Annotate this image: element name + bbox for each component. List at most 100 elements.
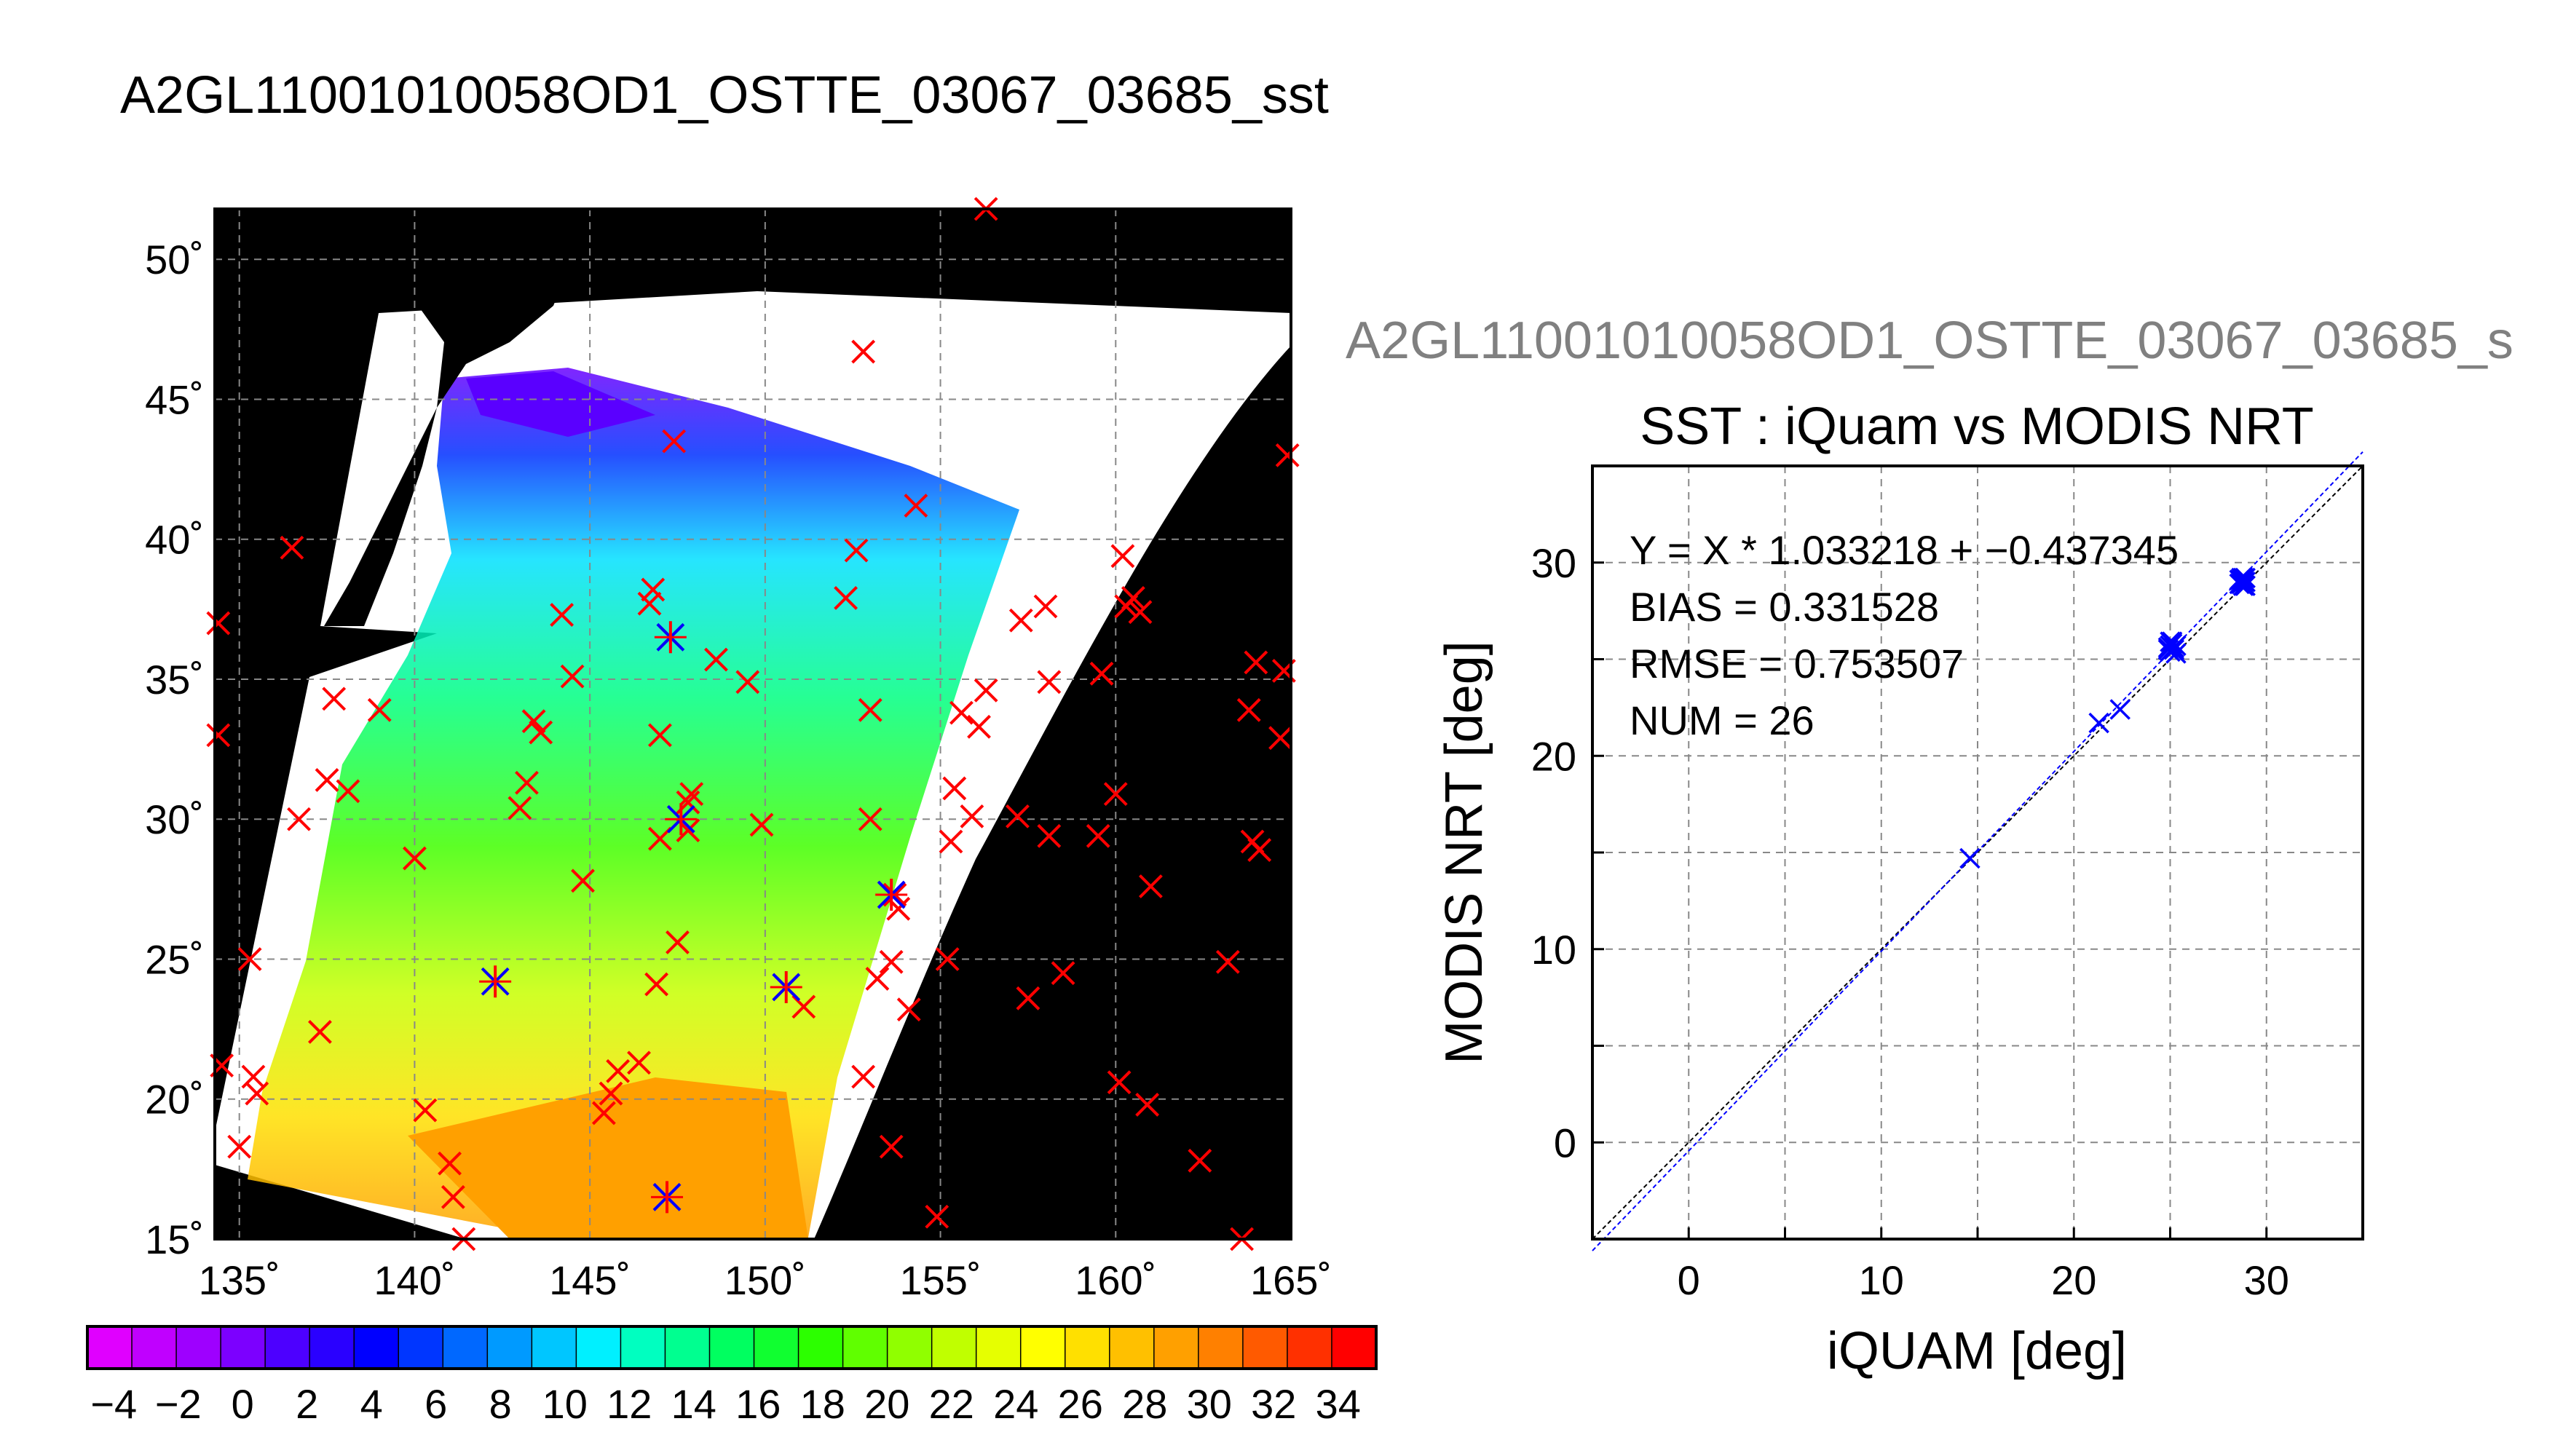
match-point-marker bbox=[974, 678, 998, 703]
match-point-marker bbox=[1135, 1093, 1160, 1117]
stats-annotations: Y = X * 1.033218 + −0.437345 BIAS = 0.331… bbox=[1630, 527, 2179, 743]
match-point-marker bbox=[1268, 726, 1292, 751]
sakhalin-landmass bbox=[510, 211, 583, 306]
match-point-marker bbox=[942, 776, 967, 801]
colorbar-tick-label: −4 bbox=[90, 1381, 137, 1427]
scatter-ticks: 0 0 10 10 20 20 30 30 bbox=[1531, 540, 2289, 1303]
colorbar-cell bbox=[87, 1326, 133, 1369]
colorbar-cell bbox=[887, 1326, 933, 1369]
colorbar-cell bbox=[132, 1326, 177, 1369]
match-point-marker bbox=[735, 670, 760, 695]
match-point-marker bbox=[206, 723, 231, 748]
match-point-marker bbox=[606, 1059, 631, 1083]
match-point-marker bbox=[1107, 1070, 1132, 1095]
match-point-marker bbox=[403, 846, 427, 871]
match-point-marker bbox=[1247, 838, 1272, 862]
colorbar-tick-label: 2 bbox=[296, 1381, 318, 1427]
cold-sst-patch bbox=[466, 371, 655, 437]
colorbar-tick-label: 10 bbox=[542, 1381, 588, 1427]
map-lon-tick-label: 150˚ bbox=[724, 1257, 806, 1303]
match-point-marker bbox=[599, 1081, 623, 1106]
scatter-point bbox=[2109, 699, 2131, 720]
match-point-marker bbox=[1006, 804, 1030, 828]
match-point-marker bbox=[336, 779, 360, 804]
colorbar-cell bbox=[398, 1326, 443, 1369]
scatter-point bbox=[2231, 571, 2252, 593]
match-point-marker bbox=[1110, 544, 1135, 569]
iquam-point-marker bbox=[654, 621, 687, 654]
scatter-x-tick-label: 0 bbox=[1678, 1257, 1700, 1303]
scatter-point bbox=[2232, 567, 2254, 589]
match-point-marker bbox=[1188, 1148, 1212, 1173]
match-point-marker bbox=[1037, 823, 1062, 848]
colorbar-cell bbox=[665, 1326, 710, 1369]
scatter-x-tick-label: 20 bbox=[2051, 1257, 2096, 1303]
match-point-marker bbox=[508, 796, 532, 820]
map-lon-tick-label: 160˚ bbox=[1075, 1257, 1156, 1303]
match-point-marker bbox=[515, 770, 539, 795]
scatter-y-tick-label: 30 bbox=[1531, 540, 1576, 586]
colorbar-tick-label: 0 bbox=[232, 1381, 254, 1427]
match-point-marker bbox=[1128, 600, 1153, 625]
match-point-marker bbox=[967, 714, 991, 739]
colorbar-cell bbox=[1065, 1326, 1110, 1369]
map-lat-tick-label: 30˚ bbox=[145, 796, 204, 842]
match-point-marker bbox=[550, 603, 574, 627]
iquam-point-marker bbox=[479, 965, 512, 998]
map-lat-tick-label: 50˚ bbox=[145, 237, 204, 282]
colorbar-cell bbox=[620, 1326, 666, 1369]
match-point-marker bbox=[904, 494, 928, 518]
match-point-marker bbox=[662, 429, 687, 454]
match-point-marker bbox=[560, 664, 585, 689]
iquam-point-marker bbox=[651, 1181, 684, 1214]
map-lat-tick-label: 35˚ bbox=[145, 657, 204, 703]
match-point-marker bbox=[648, 723, 672, 748]
stats-annotation: NUM = 26 bbox=[1630, 697, 1814, 743]
match-point-marker bbox=[206, 611, 231, 636]
colorbar-tick-label: 22 bbox=[929, 1381, 974, 1427]
colorbar-cell bbox=[931, 1326, 977, 1369]
stats-annotation: RMSE = 0.753507 bbox=[1630, 641, 1964, 687]
colorbar-cell bbox=[532, 1326, 577, 1369]
match-point-marker bbox=[834, 586, 858, 610]
iquam-point-marker bbox=[665, 803, 698, 836]
chart-title: SST : iQuam vs MODIS NRT bbox=[1640, 397, 2314, 456]
map-lat-tick-label: 25˚ bbox=[145, 936, 204, 982]
map-lat-tick-label: 45˚ bbox=[145, 376, 204, 422]
colorbar-cell bbox=[487, 1326, 532, 1369]
match-point-marker bbox=[521, 709, 546, 734]
match-point-marker bbox=[591, 1101, 616, 1125]
colorbar-tick-label: 26 bbox=[1058, 1381, 1103, 1427]
match-point-marker bbox=[749, 812, 774, 837]
colorbar-cell bbox=[176, 1326, 221, 1369]
map-lat-tick-label: 15˚ bbox=[145, 1216, 204, 1262]
match-point-marker bbox=[1215, 949, 1240, 974]
colorbar-cell bbox=[443, 1326, 488, 1369]
map-lon-tick-label: 135˚ bbox=[199, 1257, 280, 1303]
match-point-marker bbox=[1236, 697, 1261, 722]
map-tick-labels: 135˚ 140˚ 145˚ 150˚ 155˚ 160˚ 165˚ 50˚ 45˚ 40˚ 35˚… bbox=[145, 237, 1332, 1303]
scatter-x-tick-label: 30 bbox=[2244, 1257, 2289, 1303]
colorbar-tick-label: 4 bbox=[360, 1381, 383, 1427]
match-point-marker bbox=[322, 687, 347, 711]
match-point-marker bbox=[315, 767, 339, 792]
match-point-marker bbox=[441, 1184, 465, 1209]
scatter-point bbox=[2165, 635, 2187, 657]
scatter-y-tick-label: 20 bbox=[1531, 733, 1576, 779]
match-point-marker bbox=[939, 829, 963, 854]
colorbar-tick-label: 8 bbox=[489, 1381, 512, 1427]
match-point-marker bbox=[227, 1134, 252, 1159]
match-point-marker bbox=[367, 697, 392, 722]
match-point-marker bbox=[280, 535, 304, 560]
colorbar-tick-label: 18 bbox=[800, 1381, 845, 1427]
scatter-point bbox=[2235, 571, 2256, 593]
match-point-marker bbox=[851, 1064, 876, 1089]
match-point-marker bbox=[1244, 650, 1268, 675]
colorbar-cell bbox=[1242, 1326, 1288, 1369]
x-axis-label: iQUAM [deg] bbox=[1827, 1322, 2127, 1380]
iquam-point-marker bbox=[770, 970, 802, 1003]
colorbar-cell bbox=[798, 1326, 844, 1369]
match-point-marker bbox=[949, 700, 974, 725]
colorbar-tick-label: 34 bbox=[1316, 1381, 1361, 1427]
